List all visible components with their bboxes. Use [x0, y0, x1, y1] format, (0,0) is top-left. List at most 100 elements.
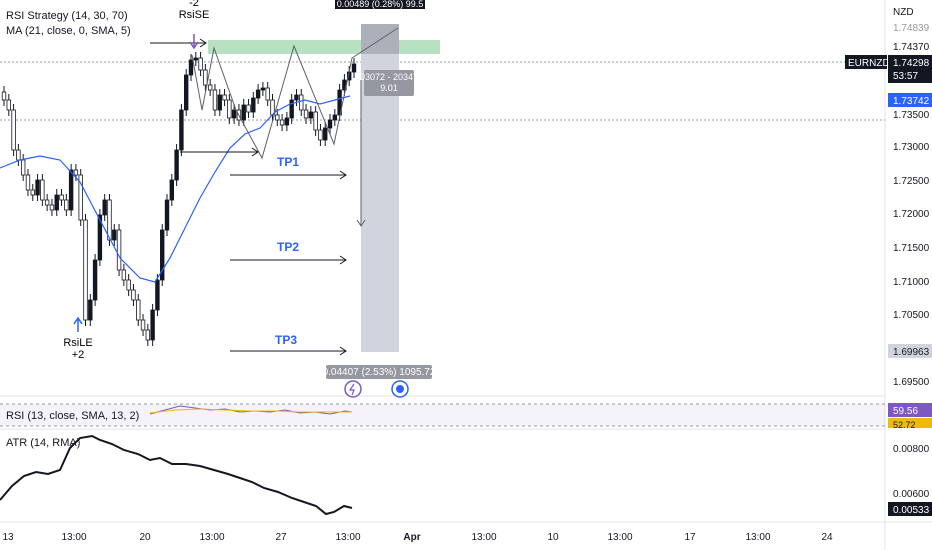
candle-body	[126, 279, 131, 291]
candle-body	[11, 109, 16, 151]
zigzag-line	[191, 27, 399, 160]
rsi-value-box	[888, 403, 932, 417]
candle-body	[20, 159, 26, 176]
candle-body	[279, 119, 285, 126]
short-signal-count: -2	[189, 0, 199, 9]
candle-body	[207, 84, 213, 91]
symbol-tag: EURNZD	[848, 58, 890, 69]
tp1-label: TP1	[277, 155, 299, 169]
candle-body	[83, 219, 88, 321]
atr-legend[interactable]: ATR (14, RMA)	[6, 437, 81, 449]
current-price-box	[888, 55, 932, 83]
time-tick: 13:00	[471, 532, 496, 543]
ma-legend[interactable]: MA (21, close, 0, SMA, 5)	[6, 25, 131, 37]
candle-body	[169, 179, 175, 201]
long-signal-arrow	[73, 316, 83, 332]
time-tick: 20	[139, 532, 151, 543]
short-signal-label: RsiSE	[179, 9, 210, 21]
ma-value: 1.73742	[893, 96, 930, 107]
candle-body	[40, 179, 45, 201]
time-tick: 17	[684, 532, 696, 543]
candle-body	[140, 319, 146, 331]
candle-body	[88, 299, 93, 321]
position-entry-box[interactable]	[361, 24, 399, 54]
target-zone[interactable]	[208, 40, 440, 54]
candle-body	[203, 69, 208, 86]
time-tick: 13:00	[61, 532, 86, 543]
candle-body	[289, 99, 294, 119]
candle-body	[303, 109, 309, 119]
candle-body	[227, 99, 232, 119]
candle-body	[179, 109, 184, 151]
candle-body	[188, 59, 194, 76]
rsi-value2-box	[888, 418, 932, 428]
candle-body	[183, 74, 189, 111]
position-info-2: 9.01	[380, 83, 398, 93]
candle-body	[97, 214, 103, 261]
candle-body	[174, 149, 179, 181]
long-signal-label: RsiLE	[63, 337, 92, 349]
short-signal-arrow	[189, 34, 199, 50]
atr-tick: 0.00800	[893, 444, 930, 455]
crosshair-price: 1.69963	[893, 347, 930, 358]
time-tick: 24	[821, 532, 833, 543]
candle-body	[299, 94, 304, 111]
price-tick: 1.71500	[893, 243, 930, 254]
candle-body	[327, 119, 333, 129]
stop-label-box	[326, 365, 432, 379]
current-price: 1.74298	[893, 58, 930, 69]
candle-body	[231, 109, 237, 119]
currency-label: NZD	[893, 7, 914, 18]
dividend-event-icon[interactable]	[344, 380, 362, 398]
candle-body	[44, 199, 50, 206]
crosshair-price-box	[888, 344, 932, 358]
atr-value-box	[888, 502, 932, 516]
stop-label: 0.04407 (2.53%) 1095.72	[323, 367, 436, 378]
candle-body	[25, 174, 31, 191]
candle-body	[145, 329, 151, 341]
candle-body	[92, 259, 98, 301]
time-tick: 10	[547, 532, 559, 543]
candle-body	[107, 199, 112, 241]
candle-body	[73, 169, 79, 176]
strategy-legend[interactable]: RSI Strategy (14, 30, 70)	[6, 10, 128, 22]
candle-body	[30, 189, 35, 196]
candle-body	[318, 129, 323, 141]
candle-body	[198, 57, 203, 71]
flag-icon	[396, 385, 404, 393]
time-tick: 13:00	[335, 532, 360, 543]
countdown: 53:57	[893, 71, 918, 82]
candle-body	[260, 87, 266, 91]
price-tick: 1.74370	[893, 42, 930, 53]
lightning-icon	[348, 383, 355, 396]
candle-body	[217, 94, 222, 111]
candle-body	[246, 104, 251, 113]
price-tick: 1.70500	[893, 310, 930, 321]
candle-body	[6, 99, 11, 111]
rsi-ma-line	[149, 408, 352, 414]
rsi-legend[interactable]: RSI (13, close, SMA, 13, 2)	[6, 410, 140, 422]
candlestick-series[interactable]	[1, 52, 357, 346]
time-tick: 27	[275, 532, 287, 543]
target-arrows	[150, 38, 366, 356]
candle-body	[136, 299, 141, 321]
time-tick: 13:00	[607, 532, 632, 543]
ma-line	[0, 95, 351, 283]
position-info-box	[364, 70, 414, 96]
candle-body	[59, 194, 64, 201]
candle-body	[1, 91, 7, 101]
candle-body	[54, 194, 59, 211]
symbol-tag-box	[845, 55, 887, 69]
candle-body	[64, 199, 69, 211]
atr-value: 0.00533	[893, 505, 930, 516]
candle-body	[265, 87, 270, 101]
time-tick: 13	[2, 532, 14, 543]
time-tick: Apr	[403, 532, 420, 543]
candle-body	[284, 117, 290, 126]
candle-body	[78, 174, 83, 221]
atr-tick: 0.00600	[893, 489, 930, 500]
target-label-box	[335, 0, 425, 9]
candle-body	[275, 114, 280, 121]
candle-body	[241, 104, 246, 121]
